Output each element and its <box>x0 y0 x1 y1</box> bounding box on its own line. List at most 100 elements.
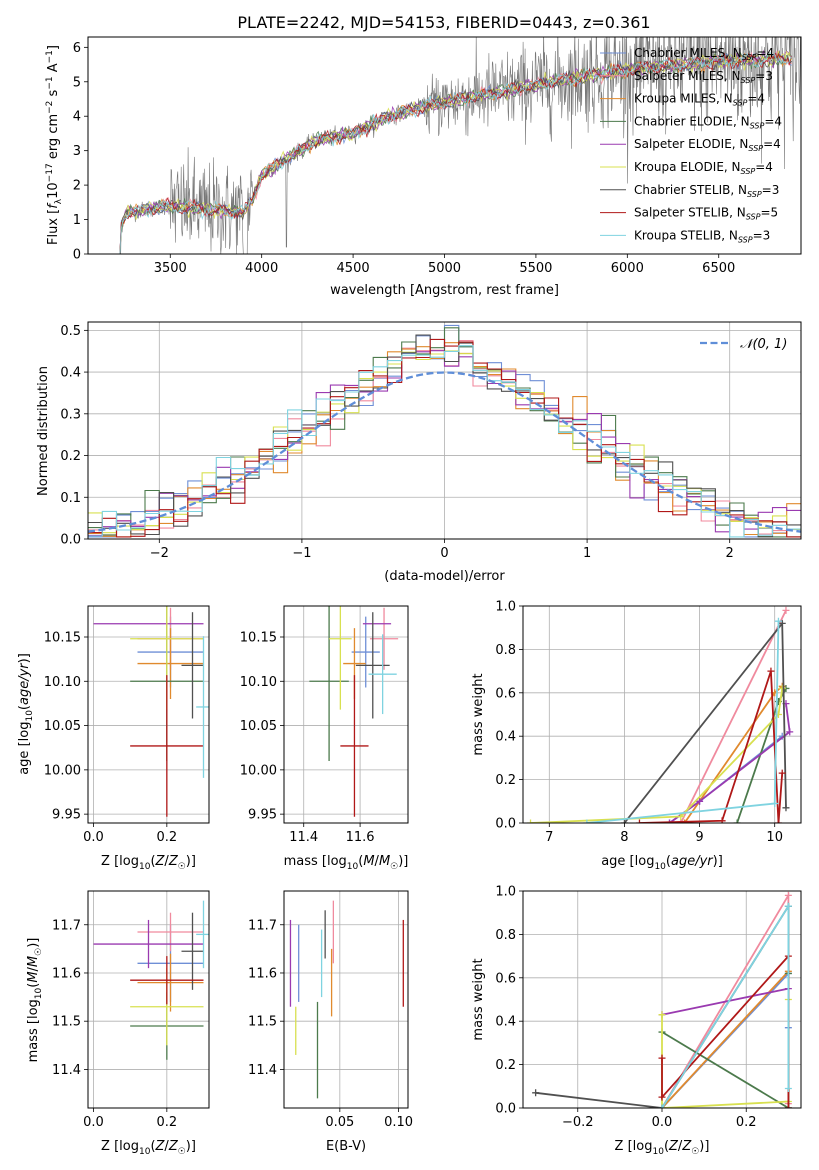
plot-area-mass_vs_Z <box>93 900 209 1060</box>
y-tick-label: 0.2 <box>60 449 81 464</box>
mass-weight-line-8 <box>639 670 784 823</box>
y-tick-label: 0.0 <box>60 533 81 548</box>
x-tick-label: 0.0 <box>83 830 104 845</box>
legend-text: =4 <box>764 114 782 128</box>
label-part: ☉ <box>390 862 398 872</box>
legend-sub: SSP <box>748 144 763 153</box>
model-line-9 <box>117 52 793 254</box>
mass-weight-marker <box>718 817 726 823</box>
mass-weight-marker <box>677 812 685 820</box>
y-tick-label: 0.1 <box>60 491 81 506</box>
axes-frame <box>522 605 802 824</box>
y-axis-label: Flux [fλ10−17 erg cm−2 s−1 A−1] <box>45 45 64 245</box>
label-part: ☉ <box>691 1147 699 1157</box>
figure-title: PLATE=2242, MJD=54153, FIBERID=0443, z=0… <box>237 13 650 32</box>
y-tick-label: 9.95 <box>52 808 81 823</box>
legend-entry-2: Salpeter MILES, NSSP=3 <box>634 69 773 85</box>
plot-area-age_vs_Z <box>93 606 209 817</box>
mass-weight-marker <box>786 728 794 736</box>
label-part: A <box>46 63 61 76</box>
legend-text: Chabrier STELIB, N <box>634 183 747 197</box>
mass-weight-marker <box>658 1104 666 1108</box>
y-tick-label: 1.0 <box>495 600 516 615</box>
label-part: Z [log <box>101 1139 139 1154</box>
axes-mass_vs_Z: 0.0 0.211.411.511.611.7Z [log10(Z/Z☉)]mas… <box>26 890 210 1157</box>
y-tick-label: 11.6 <box>248 966 277 981</box>
y-axis-label: mass weight <box>471 673 486 755</box>
label-part: −17 <box>45 163 55 182</box>
label-part: erg cm <box>46 114 61 163</box>
legend-text: =4 <box>763 137 781 151</box>
legend-text: Salpeter STELIB, N <box>634 206 746 220</box>
label-part: / <box>164 854 169 869</box>
y-axis-label: Normed distribution <box>36 366 51 496</box>
legend-text: Chabrier MILES, N <box>634 46 742 60</box>
y-tick-label: 3 <box>73 144 81 159</box>
axes-spectrum: 3500 4000 4500 5000 5500 6000 6500 0 1 2 3 4 5 6 wavel… <box>45 36 802 298</box>
x-axis-label: Z [log10(Z/Z☉)] <box>615 1139 710 1157</box>
x-axis-label: wavelength [Angstrom, rest frame] <box>330 283 559 298</box>
plot-area-mass_vs_ebv <box>289 900 404 1099</box>
x-tick-label: 4000 <box>245 261 278 276</box>
y-tick-label: 10.05 <box>44 719 81 734</box>
x-tick-label: 6000 <box>611 261 644 276</box>
mass-weight-marker <box>532 1089 540 1097</box>
legend-text: =4 <box>747 92 765 106</box>
label-part: )] <box>186 1139 196 1154</box>
y-axis-label: mass weight <box>471 958 486 1040</box>
plot-area-residuals <box>88 324 801 538</box>
label-part: mass [log <box>26 999 41 1062</box>
mass-weight-line-8 <box>661 953 790 1108</box>
y-tick-label: 11.7 <box>52 918 81 933</box>
mass-weight-marker <box>774 617 782 625</box>
label-part: 10 <box>347 862 359 872</box>
label-part: 10 <box>652 1147 664 1157</box>
legend-sub: SSP <box>746 213 761 222</box>
x-axis-label: Z [log10(Z/Z☉)] <box>101 1139 196 1157</box>
label-part: ( <box>17 705 32 710</box>
plot-area-spectrum <box>117 37 801 254</box>
y-tick-label: 11.5 <box>52 1015 81 1030</box>
mass-weight-line-6 <box>530 688 784 823</box>
x-tick-label: 11.6 <box>346 830 375 845</box>
label-part: ( <box>666 854 671 869</box>
label-part: ( <box>358 854 363 869</box>
x-tick-label: 3500 <box>154 261 187 276</box>
label-part: )] <box>398 854 408 869</box>
mass-weight-marker <box>635 819 643 823</box>
label-part: f <box>46 202 61 209</box>
legend-text: Salpeter ELODIE, N <box>634 137 748 151</box>
y-tick-label: 0.8 <box>495 928 516 943</box>
label-part: ☉ <box>178 1147 186 1157</box>
label-part: age/yr <box>671 854 714 869</box>
label-part: )] <box>26 938 41 948</box>
x-tick-label: 5000 <box>428 261 461 276</box>
legend-entry-3: Kroupa MILES, NSSP=4 <box>634 92 765 108</box>
plot-area-massweight_vs_Z <box>532 891 792 1108</box>
legend-entry-8: Salpeter STELIB, NSSP=5 <box>634 206 778 222</box>
y-tick-label: 0 <box>73 248 81 263</box>
y-tick-label: 5 <box>73 75 81 90</box>
label-part: ( <box>26 983 41 988</box>
label-part: 10 <box>34 987 44 999</box>
x-tick-label: 0 <box>440 546 448 561</box>
label-part: ( <box>150 854 155 869</box>
y-tick-label: 0.3 <box>60 407 81 422</box>
label-part: 10 <box>25 710 35 722</box>
label-part: ] <box>46 45 61 50</box>
label-part: s <box>46 89 61 100</box>
label-part: age [log <box>17 722 32 775</box>
label-part: mass [log <box>284 854 347 869</box>
axes-age_vs_mass: 11.4 11.6 9.95 10.00 10.05 10.10 10.15 mass [lo… <box>240 605 409 872</box>
label-part: M <box>26 971 41 982</box>
mass-weight-marker <box>696 797 704 805</box>
y-axis-label: mass [log10(M/M☉)] <box>26 938 44 1063</box>
y-axis-label: age [log10(age/yr)] <box>17 653 35 775</box>
legend-sub: SSP <box>750 121 765 130</box>
label-part: ( <box>664 1139 669 1154</box>
y-tick-label: 9.95 <box>248 808 277 823</box>
x-tick-label: 0.2 <box>156 830 177 845</box>
mass-weight-marker <box>782 606 790 614</box>
